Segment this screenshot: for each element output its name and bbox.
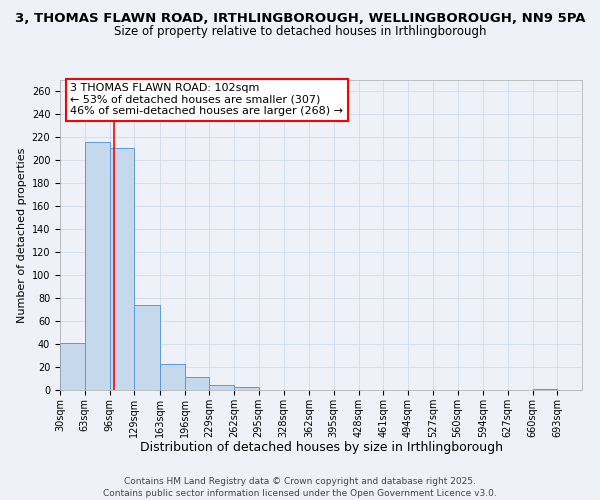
Bar [110, 148, 134, 390]
Bar [60, 343, 85, 390]
X-axis label: Distribution of detached houses by size in Irthlingborough: Distribution of detached houses by size … [139, 442, 503, 454]
Bar [209, 386, 234, 390]
Text: Contains HM Land Registry data © Crown copyright and database right 2025.
Contai: Contains HM Land Registry data © Crown c… [103, 476, 497, 498]
Bar [134, 305, 160, 390]
Y-axis label: Number of detached properties: Number of detached properties [17, 148, 28, 322]
Bar [85, 142, 110, 390]
Text: 3 THOMAS FLAWN ROAD: 102sqm
← 53% of detached houses are smaller (307)
46% of se: 3 THOMAS FLAWN ROAD: 102sqm ← 53% of det… [70, 83, 343, 116]
Bar [234, 386, 259, 390]
Bar [160, 364, 185, 390]
Bar [185, 378, 209, 390]
Text: Size of property relative to detached houses in Irthlingborough: Size of property relative to detached ho… [114, 25, 486, 38]
Text: 3, THOMAS FLAWN ROAD, IRTHLINGBOROUGH, WELLINGBOROUGH, NN9 5PA: 3, THOMAS FLAWN ROAD, IRTHLINGBOROUGH, W… [15, 12, 585, 26]
Bar [533, 389, 557, 390]
